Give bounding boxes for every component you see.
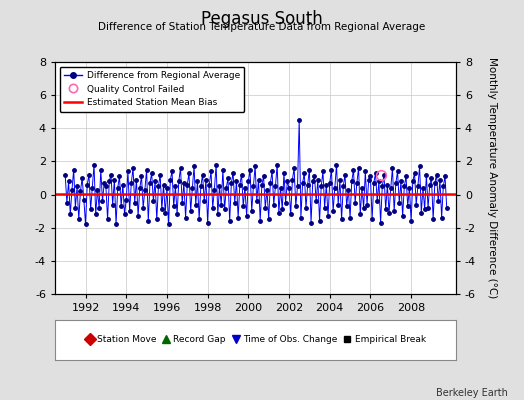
Text: Difference of Station Temperature Data from Regional Average: Difference of Station Temperature Data f… <box>99 22 425 32</box>
Y-axis label: Monthly Temperature Anomaly Difference (°C): Monthly Temperature Anomaly Difference (… <box>487 57 497 299</box>
Legend: Difference from Regional Average, Quality Control Failed, Estimated Station Mean: Difference from Regional Average, Qualit… <box>60 66 244 112</box>
Legend: Station Move, Record Gap, Time of Obs. Change, Empirical Break: Station Move, Record Gap, Time of Obs. C… <box>82 332 429 348</box>
Text: Pegasus South: Pegasus South <box>201 10 323 28</box>
Text: Berkeley Earth: Berkeley Earth <box>436 388 508 398</box>
